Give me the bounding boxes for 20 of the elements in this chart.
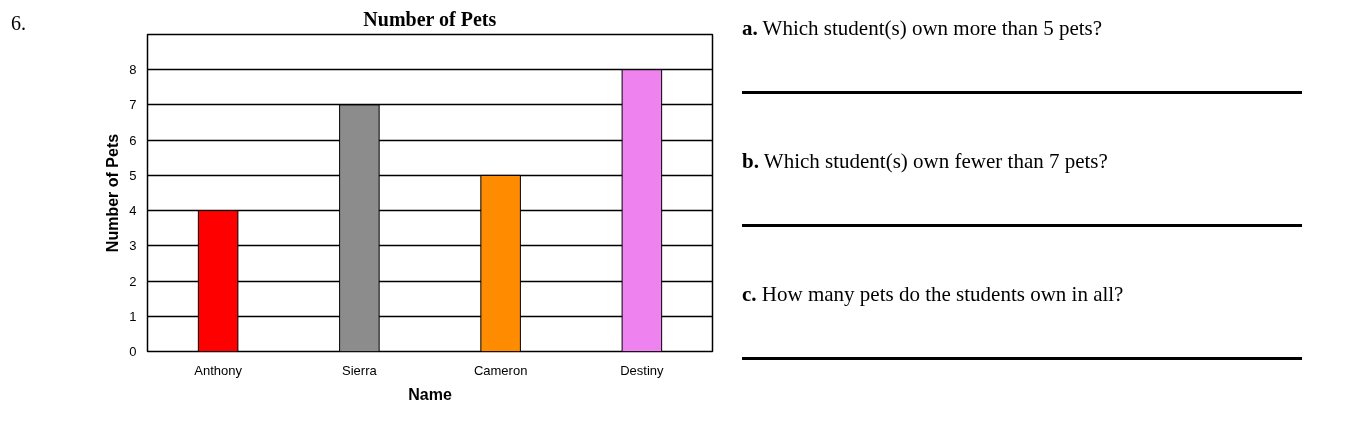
y-tick-label: 7 — [129, 97, 137, 113]
x-tick-label: Sierra — [342, 362, 378, 378]
y-tick-label: 4 — [129, 203, 137, 219]
x-tick-label: Destiny — [620, 362, 665, 378]
text: c. How many pets do the students own in all? — [742, 281, 1125, 308]
y-tick-label: 6 — [129, 132, 137, 148]
y-tick-label: 3 — [129, 238, 137, 254]
text: b. Which student(s) own fewer than 7 pets? — [742, 148, 1109, 175]
x-tick-label: Cameron — [473, 362, 528, 378]
y-axis-title: Number of Pets — [104, 133, 122, 253]
y-tick-label: 2 — [129, 273, 137, 289]
chart-title: Number of Pets — [363, 7, 497, 30]
x-tick-label: Anthony — [194, 362, 243, 378]
y-tick-label: 0 — [129, 344, 137, 359]
text: a. Which student(s) own more than 5 pets? — [742, 15, 1104, 42]
y-tick-label: 8 — [129, 62, 137, 78]
y-tick-label: 1 — [129, 308, 137, 324]
y-tick-label: 5 — [129, 167, 137, 183]
x-axis-title: Name — [408, 385, 452, 403]
text: 6. — [10, 11, 26, 36]
